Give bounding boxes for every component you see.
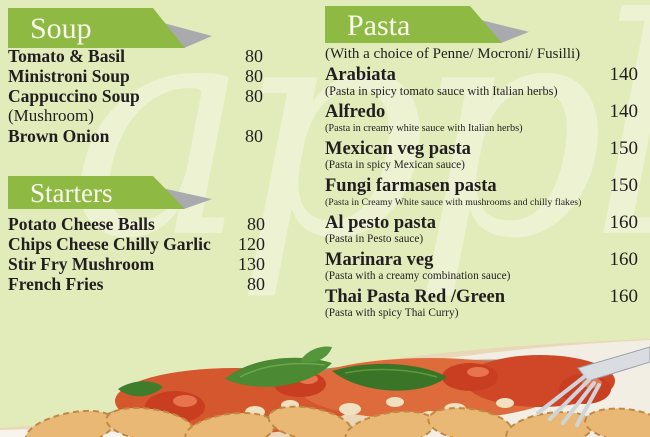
- starters-item-list: Potato Cheese Balls 80 Chips Cheese Chil…: [8, 214, 265, 294]
- item-head: Marinara veg 160: [325, 249, 638, 270]
- item-name: Thai Pasta Red /Green: [325, 287, 506, 307]
- item-name: Stir Fry Mushroom: [8, 254, 155, 274]
- ribbon-shape: [325, 6, 529, 43]
- pasta-section-banner: Pasta: [325, 6, 530, 43]
- item-price: 80: [247, 214, 265, 234]
- item-price: 150: [609, 138, 639, 159]
- item-head: Fungi farmasen pasta 150: [325, 175, 638, 196]
- item-name: Chips Cheese Chilly Garlic: [8, 234, 211, 254]
- ribbon-shape: [8, 8, 212, 48]
- item-price: 150: [609, 175, 639, 196]
- item-name: French Fries: [8, 274, 104, 294]
- item-price: 80: [245, 126, 263, 146]
- item-desc: (Pasta in Pesto sauce): [325, 233, 424, 245]
- item-price: 140: [609, 101, 639, 122]
- menu-item-row: Brown Onion 80: [8, 126, 263, 146]
- item-desc: (Pasta with a creamy combination sauce): [325, 270, 511, 282]
- item-head: Thai Pasta Red /Green 160: [325, 286, 638, 307]
- item-price: 80: [245, 86, 263, 106]
- pasta-choice-subtitle: (With a choice of Penne/ Mocroni/ Fusill…: [325, 46, 581, 62]
- item-price: 160: [609, 249, 639, 270]
- menu-item-row: French Fries 80: [8, 274, 265, 294]
- item-name: Alfredo: [325, 102, 386, 122]
- item-price: 160: [609, 212, 639, 233]
- menu-item-row: Thai Pasta Red /Green 160 (Pasta with sp…: [325, 286, 638, 320]
- starters-section-title: Starters: [30, 178, 113, 208]
- item-price: 160: [609, 286, 639, 307]
- item-price: 80: [245, 46, 263, 66]
- item-name: Arabiata: [325, 65, 396, 85]
- pasta-item-list: Arabiata 140 (Pasta in spicy tomato sauc…: [325, 64, 638, 323]
- item-name: Marinara veg: [325, 250, 434, 270]
- menu-item-row: Alfredo 140 (Pasta in creamy white sauce…: [325, 101, 638, 135]
- item-note: (Mushroom): [8, 106, 94, 125]
- starters-section-banner: Starters: [8, 176, 213, 209]
- item-name: Potato Cheese Balls: [8, 214, 155, 234]
- menu-item-row: Marinara veg 160 (Pasta with a creamy co…: [325, 249, 638, 283]
- soup-item-list: Tomato & Basil 80 Ministroni Soup 80 Cap…: [8, 46, 263, 146]
- item-desc: (Pasta with spicy Thai Curry): [325, 307, 459, 319]
- item-name: Ministroni Soup: [8, 66, 130, 86]
- menu-item-row: Stir Fry Mushroom 130: [8, 254, 265, 274]
- menu-item-row: Potato Cheese Balls 80: [8, 214, 265, 234]
- apple-watermark: apple: [70, 0, 650, 304]
- item-head: Mexican veg pasta 150: [325, 138, 638, 159]
- item-price: 80: [247, 274, 265, 294]
- item-price: 140: [609, 64, 639, 85]
- menu-item-row: Fungi farmasen pasta 150 (Pasta in Cream…: [325, 175, 638, 209]
- item-name: Al pesto pasta: [325, 213, 437, 233]
- item-price: 120: [238, 234, 265, 254]
- menu-item-row: Al pesto pasta 160 (Pasta in Pesto sauce…: [325, 212, 638, 246]
- item-desc: (Pasta in Creamy White sauce with mushro…: [325, 197, 582, 208]
- soup-section-banner: Soup: [8, 8, 213, 48]
- item-desc: (Pasta in spicy Mexican sauce): [325, 159, 465, 171]
- item-price: 130: [238, 254, 265, 274]
- item-name: Brown Onion: [8, 126, 110, 146]
- item-price: 80: [245, 66, 263, 86]
- soup-section-title: Soup: [30, 12, 92, 45]
- menu-item-row: Arabiata 140 (Pasta in spicy tomato sauc…: [325, 64, 638, 98]
- item-name: Mexican veg pasta: [325, 139, 471, 159]
- item-desc: (Pasta in creamy white sauce with Italia…: [325, 123, 523, 134]
- item-desc: (Pasta in spicy tomato sauce with Italia…: [325, 84, 558, 98]
- item-head: Alfredo 140: [325, 101, 638, 122]
- item-name: Tomato & Basil: [8, 46, 126, 66]
- item-head: Al pesto pasta 160: [325, 212, 638, 233]
- pasta-photo-illustration: [0, 339, 650, 437]
- item-name: Cappuccino Soup: [8, 86, 140, 106]
- item-head: Arabiata 140: [325, 64, 638, 85]
- menu-item-row: Ministroni Soup 80: [8, 66, 263, 86]
- menu-item-row: Mexican veg pasta 150 (Pasta in spicy Me…: [325, 138, 638, 172]
- item-name: Fungi farmasen pasta: [325, 176, 497, 196]
- ribbon-shape: [8, 176, 212, 209]
- menu-item-row: Tomato & Basil 80: [8, 46, 263, 66]
- menu-item-row: Cappuccino Soup 80: [8, 86, 263, 106]
- pasta-section-title: Pasta: [347, 9, 411, 42]
- menu-item-row: Chips Cheese Chilly Garlic 120: [8, 234, 265, 254]
